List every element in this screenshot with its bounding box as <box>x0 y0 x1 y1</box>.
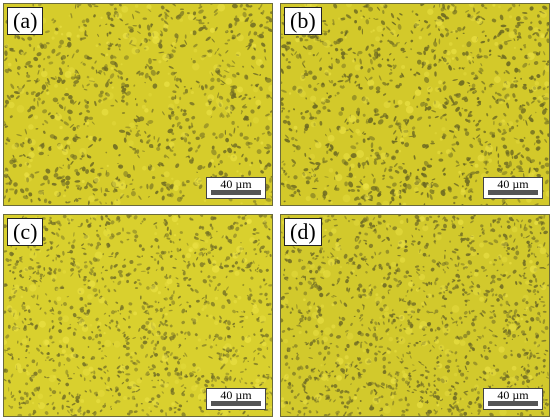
panel-label: (b) <box>284 7 322 35</box>
microstructure-texture <box>281 4 549 205</box>
scale-bar-box: 40 µm <box>483 177 543 199</box>
microstructure-texture <box>281 215 549 416</box>
scale-bar-label: 40 µm <box>220 388 252 402</box>
scale-bar-label: 40 µm <box>220 177 252 191</box>
scale-bar-box: 40 µm <box>206 177 266 199</box>
scale-bar-label: 40 µm <box>497 177 529 191</box>
micrograph-panel-c: (c) 40 µm <box>3 214 273 417</box>
scale-bar-box: 40 µm <box>483 388 543 410</box>
scale-bar <box>211 401 261 406</box>
scale-bar <box>211 190 261 195</box>
micrograph-panel-d: (d) 40 µm <box>280 214 550 417</box>
micrograph-panel-b: (b) 40 µm <box>280 3 550 206</box>
panel-label: (c) <box>7 218 44 246</box>
panel-label: (a) <box>7 7 44 35</box>
micrograph-panel-a: (a) 40 µm <box>3 3 273 206</box>
scale-bar <box>488 401 538 406</box>
panel-label: (d) <box>284 218 322 246</box>
scale-bar-label: 40 µm <box>497 388 529 402</box>
microstructure-texture <box>4 4 272 205</box>
microstructure-texture <box>4 215 272 416</box>
scale-bar-box: 40 µm <box>206 388 266 410</box>
scale-bar <box>488 190 538 195</box>
